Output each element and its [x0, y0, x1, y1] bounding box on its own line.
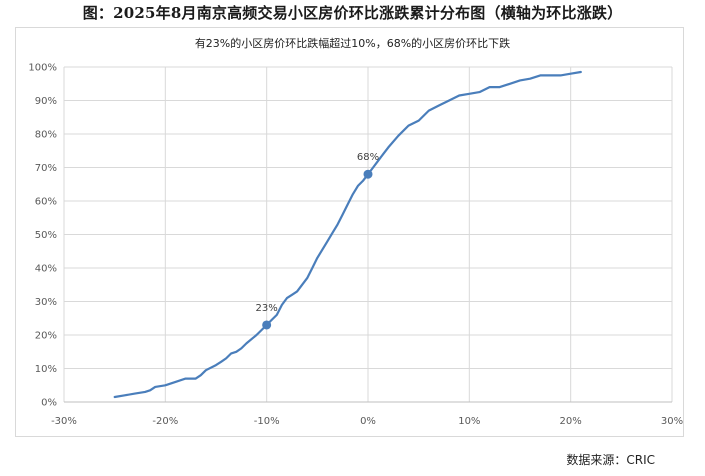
series	[113, 70, 582, 399]
x-tick-label: 0%	[360, 416, 376, 427]
annotation-marker	[262, 320, 272, 330]
series-line	[113, 70, 582, 399]
x-tick-label: 20%	[560, 416, 582, 427]
y-tick-label: 100%	[28, 63, 57, 74]
x-tick-label: -10%	[254, 416, 280, 427]
chart-subtitle: 有23%的小区房价环比跌幅超过10%，68%的小区房价环比下跌	[194, 37, 511, 50]
y-tick-label: 60%	[35, 197, 57, 208]
data-label: 23%	[256, 303, 278, 314]
y-tick-label: 90%	[35, 96, 57, 107]
y-tick-label: 40%	[35, 264, 57, 275]
y-tick-label: 0%	[41, 398, 57, 409]
chart-title: 图：2025年8月南京高频交易小区房价环比涨跌累计分布图（横轴为环比涨跌）	[82, 4, 623, 22]
x-tick-labels: -30% -20% -10% 0% 10% 20% 30%	[51, 416, 683, 427]
gridlines	[63, 66, 673, 403]
y-tick-label: 10%	[35, 364, 57, 375]
x-tick-label: -20%	[152, 416, 178, 427]
data-label: 68%	[357, 152, 379, 163]
x-tick-label: -30%	[51, 416, 77, 427]
data-source: 数据来源：CRIC	[566, 453, 655, 467]
y-tick-label: 80%	[35, 130, 57, 141]
y-tick-label: 70%	[35, 163, 57, 174]
chart-frame	[15, 27, 684, 437]
x-tick-label: 30%	[661, 416, 683, 427]
y-tick-label: 30%	[35, 297, 57, 308]
y-tick-label: 20%	[35, 331, 57, 342]
x-tick-label: 10%	[458, 416, 480, 427]
annotations: 23% 68%	[256, 152, 379, 330]
y-tick-labels: 0% 10% 20% 30% 40% 50% 60% 70% 80% 90% 100%	[28, 63, 57, 409]
y-tick-label: 50%	[35, 230, 57, 241]
annotation-marker	[363, 169, 373, 179]
